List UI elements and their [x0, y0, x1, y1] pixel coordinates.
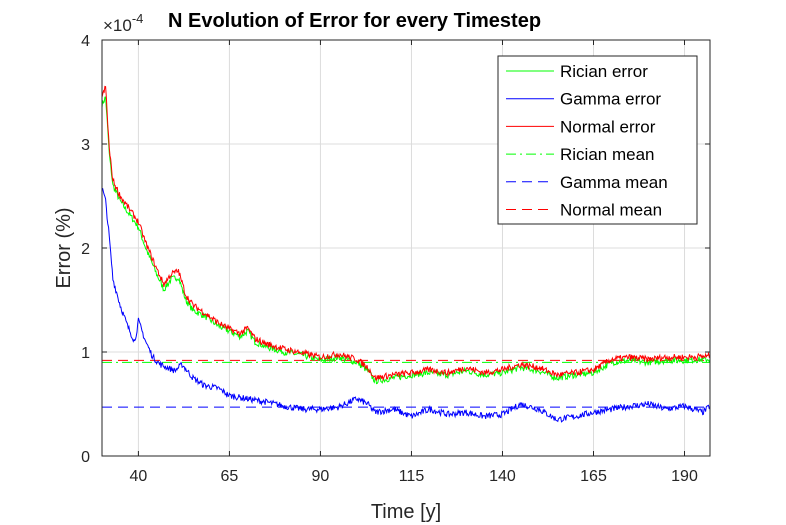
y-tick-label: 4: [81, 33, 90, 50]
legend-label: Normal mean: [560, 201, 662, 220]
y-multiplier-base: ×10: [103, 16, 132, 35]
legend-box: [497, 55, 698, 225]
y-tick-label: 2: [81, 241, 90, 258]
y-tick-label: 1: [81, 345, 90, 362]
y-multiplier-exponent: -4: [132, 11, 144, 26]
legend-label: Rician mean: [560, 145, 655, 164]
gamma-error-line: [101, 187, 711, 423]
legend-item-normal-error: Normal error: [506, 117, 656, 136]
legend-item-rician-mean: Rician mean: [506, 145, 655, 164]
y-ticks: 0 1 2 3 4: [81, 33, 710, 466]
x-tick-label: 65: [221, 468, 239, 485]
legend: Rician error Gamma error Normal error Ricia…: [497, 55, 698, 225]
x-tick-label: 165: [580, 468, 607, 485]
legend-label: Gamma error: [560, 90, 661, 109]
x-tick-label: 40: [130, 468, 148, 485]
legend-label: Normal error: [560, 117, 656, 136]
chart-title: N Evolution of Error for every Timestep: [168, 10, 541, 32]
y-tick-label: 0: [81, 449, 90, 466]
y-multiplier: ×10-4: [103, 11, 143, 35]
legend-item-normal-mean: Normal mean: [506, 201, 662, 220]
legend-item-gamma-mean: Gamma mean: [506, 173, 668, 192]
legend-item-rician-error: Rician error: [506, 62, 648, 81]
x-axis-label: Time [y]: [371, 501, 441, 523]
error-lines: [101, 85, 711, 423]
x-tick-label: 115: [399, 468, 425, 485]
y-tick-label: 3: [81, 137, 90, 154]
y-axis-label: Error (%): [53, 207, 75, 288]
normal-error-line: [101, 85, 711, 382]
x-tick-label: 90: [312, 468, 330, 485]
x-tick-label: 190: [671, 468, 698, 485]
legend-label: Rician error: [560, 62, 648, 81]
legend-label: Gamma mean: [560, 173, 668, 192]
x-ticks: 40 65 90 115 140 165 190: [130, 40, 698, 485]
legend-item-gamma-error: Gamma error: [506, 90, 661, 109]
x-tick-label: 140: [489, 468, 516, 485]
